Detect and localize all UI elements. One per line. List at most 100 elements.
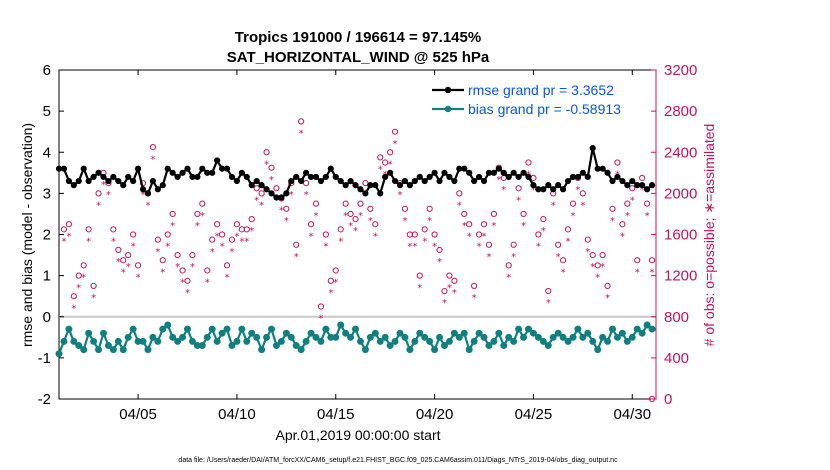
obs-assimilated-point: * (155, 247, 160, 258)
x-tick-label: 04/10 (218, 406, 256, 423)
bias-point (322, 325, 330, 333)
obs-possible-point (639, 174, 646, 182)
rmse-point (134, 165, 142, 172)
obs-assimilated-point: * (170, 221, 175, 232)
rmse-point (327, 165, 334, 172)
bias-point (623, 337, 631, 345)
obs-possible-point (387, 149, 394, 156)
bias-point (85, 329, 93, 337)
bias-point (638, 329, 646, 337)
rmse-point (243, 173, 250, 181)
obs-assimilated-point: * (116, 257, 121, 268)
rmse-point (130, 177, 137, 185)
obs-possible-point (391, 128, 399, 135)
rmse-point (159, 182, 166, 189)
obs-possible-point (209, 236, 216, 243)
rmse-point (505, 173, 512, 181)
rmse-point (545, 182, 552, 189)
obs-possible-point (130, 231, 137, 238)
obs-assimilated-point: * (313, 211, 318, 222)
obs-possible-point (466, 221, 473, 228)
obs-assimilated-point: * (71, 303, 76, 314)
obs-possible-point (599, 251, 606, 259)
bias-point (411, 337, 419, 345)
obs-assimilated-point: * (294, 252, 299, 263)
bias-point (445, 337, 453, 345)
obs-assimilated-point: * (635, 267, 640, 278)
obs-assimilated-point: * (501, 185, 506, 196)
obs-possible-point (218, 231, 226, 238)
bias-point (198, 342, 206, 350)
obs-possible-point (174, 251, 181, 259)
obs-assimilated-point: * (200, 211, 205, 222)
bias-point (391, 337, 399, 345)
bias-point (480, 333, 488, 341)
bias-point (643, 321, 651, 329)
bias-point (90, 337, 98, 345)
obs-possible-point (421, 226, 428, 233)
rmse-point (268, 190, 275, 197)
bias-point (584, 329, 592, 337)
rmse-point (164, 165, 171, 172)
obs-assimilated-point: * (274, 195, 279, 206)
rmse-point (278, 194, 285, 201)
rmse-point (471, 177, 478, 185)
obs-assimilated-point: * (66, 231, 71, 242)
bias-point (490, 337, 498, 345)
rmse-point (317, 177, 325, 185)
obs-assimilated-point: * (432, 242, 437, 253)
obs-possible-point (293, 241, 300, 248)
obs-possible-point (609, 205, 616, 212)
bias-point (208, 325, 216, 333)
obs-assimilated-point: * (111, 237, 116, 248)
rmse-point (233, 177, 241, 185)
obs-possible-point (253, 185, 260, 192)
rmse-point (475, 173, 483, 181)
x-tick-label: 04/25 (515, 406, 553, 423)
obs-assimilated-point: * (427, 216, 432, 227)
obs-possible-point (446, 272, 453, 279)
bias-point (594, 346, 602, 354)
obs-assimilated-point: * (175, 262, 180, 273)
obs-assimilated-point: * (496, 175, 501, 186)
legend-rmse-label: rmse grand pr = 3.3652 (468, 82, 614, 98)
bias-point (258, 346, 266, 354)
rmse-point (416, 173, 423, 181)
obs-possible-point (120, 257, 127, 264)
bias-point (312, 333, 320, 341)
bias-point (124, 333, 132, 341)
obs-possible-point (312, 200, 320, 207)
obs-possible-point (60, 226, 68, 233)
obs-assimilated-point: * (190, 262, 195, 273)
obs-assimilated-point: * (131, 242, 136, 253)
obs-assimilated-point: * (486, 252, 491, 263)
rmse-point (485, 169, 493, 176)
bias-point (599, 333, 607, 341)
rmse-point (209, 169, 216, 176)
rmse-point (411, 177, 418, 185)
chart-title-line2: SAT_HORIZONTAL_WIND @ 525 hPa (227, 49, 490, 66)
obs-possible-point (634, 257, 641, 264)
obs-possible-point (80, 262, 87, 269)
bias-point (99, 329, 107, 337)
bias-point (183, 325, 191, 333)
rmse-point (569, 173, 577, 181)
obs-possible-point (233, 221, 241, 228)
y-tick-label-right: 2000 (664, 185, 697, 202)
obs-possible-point (515, 185, 522, 192)
obs-possible-point (248, 215, 255, 223)
obs-assimilated-point: * (536, 242, 541, 253)
rmse-point (263, 186, 270, 193)
bias-point (238, 325, 246, 333)
bias-point (416, 329, 424, 337)
rmse-point (273, 194, 280, 201)
obs-possible-point (199, 200, 206, 207)
obs-assimilated-point: * (195, 221, 200, 232)
obs-assimilated-point: * (531, 185, 536, 196)
x-tick-label: 04/20 (416, 406, 454, 423)
y-tick-label-right: 3200 (664, 62, 697, 79)
obs-assimilated-point: * (511, 252, 516, 263)
y-tick-label-left: -2 (38, 391, 51, 408)
obs-assimilated-point: * (91, 293, 96, 304)
obs-possible-point (110, 226, 117, 233)
